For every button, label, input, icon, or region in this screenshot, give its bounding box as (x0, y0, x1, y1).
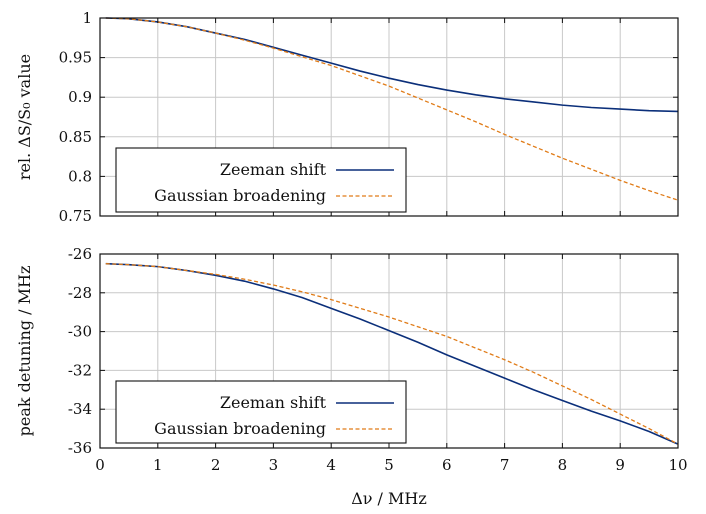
bottom-legend-label-gaussian: Gaussian broadening (154, 419, 326, 438)
x-tick-label: 9 (615, 456, 625, 474)
x-tick-label: 4 (326, 456, 336, 474)
top-legend: Zeeman shift Gaussian broadening (115, 147, 407, 213)
top-y-tick-label: 0.85 (59, 128, 92, 146)
bottom-y-tick-label: -30 (68, 323, 92, 341)
top-legend-label-zeeman: Zeeman shift (220, 160, 327, 179)
top-panel: 0.75 0.8 0.85 0.9 0.95 1 rel. ΔS/S₀ value Zee… (15, 9, 679, 225)
bottom-y-tick-label: -36 (68, 439, 92, 457)
bottom-y-tick-label: -32 (68, 361, 92, 379)
top-legend-box (115, 147, 407, 213)
bottom-legend: Zeeman shift Gaussian broadening (115, 380, 407, 444)
x-tick-label: 6 (442, 456, 452, 474)
top-y-tick-label: 0.95 (59, 49, 92, 67)
bottom-y-tick-label: -26 (68, 245, 92, 263)
x-tick-label: 2 (211, 456, 221, 474)
bottom-y-axis-label: peak detuning / MHz (15, 266, 34, 437)
x-tick-label: 0 (95, 456, 105, 474)
x-tick-label: 1 (153, 456, 163, 474)
top-y-tick-label: 0.75 (59, 207, 92, 225)
top-series-gaussian-line (105, 17, 679, 201)
top-y-tick-label: 0.9 (68, 88, 92, 106)
bottom-legend-label-zeeman: Zeeman shift (220, 393, 327, 412)
x-axis-label: Δν / MHz (351, 489, 427, 508)
x-tick-label: 3 (269, 456, 279, 474)
bottom-y-tick-label: -28 (68, 284, 92, 302)
top-legend-label-gaussian: Gaussian broadening (154, 186, 326, 205)
top-y-axis-label: rel. ΔS/S₀ value (15, 54, 34, 180)
bottom-panel: 0 1 2 3 4 5 6 7 8 9 10 -36 -34 -32 -30 -28 -26 peak detu… (15, 245, 688, 508)
bottom-y-tick-label: -34 (68, 400, 92, 418)
x-tick-label: 5 (384, 456, 394, 474)
bottom-series-gaussian-line (105, 263, 679, 445)
top-y-tick-label: 1 (82, 9, 92, 27)
x-tick-label: 7 (500, 456, 510, 474)
bottom-legend-box (115, 380, 407, 444)
top-y-tick-label: 0.8 (68, 167, 92, 185)
x-tick-label: 10 (668, 456, 687, 474)
x-tick-label: 8 (558, 456, 568, 474)
